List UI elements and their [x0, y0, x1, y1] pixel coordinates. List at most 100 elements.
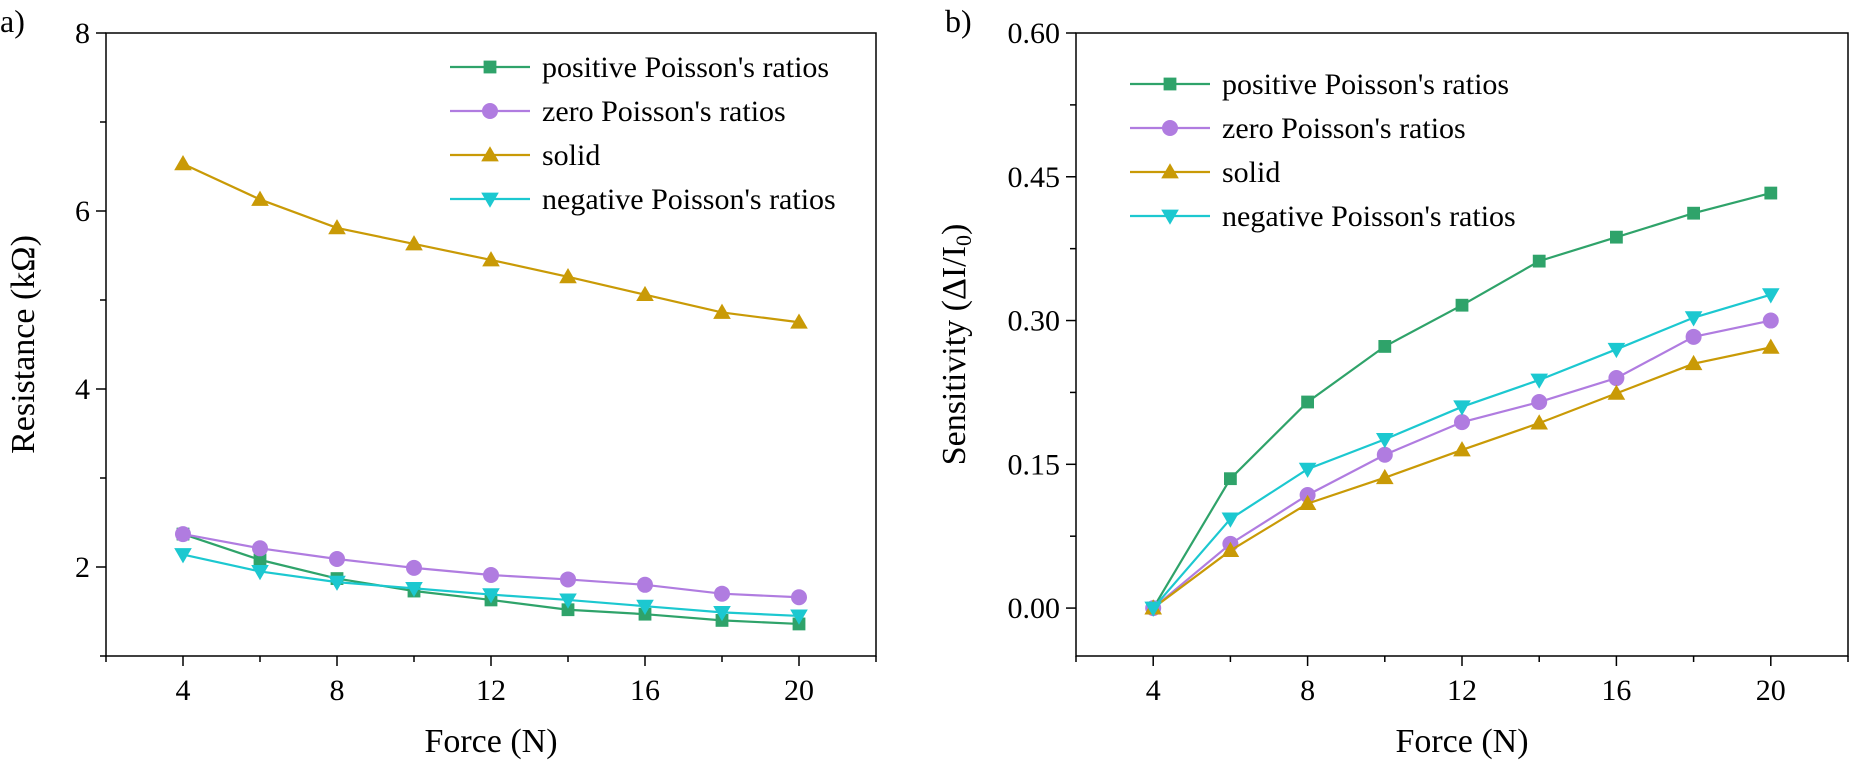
- y-tick-label: 0.15: [1008, 448, 1061, 481]
- data-point: [1298, 494, 1317, 511]
- data-point: [713, 605, 731, 622]
- data-point: [561, 603, 575, 617]
- chart-panel-1: 4 8 12 16 20 0.00 0.15 0.30 0.45 0.60 b) Force (N) S…: [936, 3, 1849, 760]
- data-point: [1607, 384, 1626, 400]
- data-point: [1298, 462, 1317, 478]
- series-3: [1144, 288, 1780, 617]
- legend-label: solid: [542, 139, 600, 172]
- data-point: [791, 589, 807, 606]
- panel-label: a): [0, 3, 25, 39]
- x-tick-label: 4: [1146, 674, 1161, 707]
- series-2: [1144, 338, 1780, 615]
- data-point: [1453, 441, 1471, 457]
- data-point: [559, 268, 577, 284]
- legend-entry: positive Poisson's ratios: [450, 51, 829, 84]
- data-point: [483, 567, 499, 584]
- legend-entry: solid: [450, 139, 600, 172]
- data-point: [1530, 414, 1548, 430]
- data-point: [328, 575, 346, 591]
- x-axis-label: Force (N): [424, 723, 557, 760]
- data-point: [482, 588, 500, 604]
- data-point: [1684, 354, 1703, 371]
- legend-marker: [482, 103, 498, 119]
- y-tick-label: 0.60: [1008, 17, 1061, 50]
- data-point: [637, 576, 653, 593]
- y-tick-label: 8: [75, 17, 90, 50]
- data-point: [1301, 395, 1314, 409]
- x-tick-label: 20: [1756, 674, 1786, 707]
- data-point: [1684, 311, 1703, 327]
- data-point: [714, 585, 730, 602]
- data-point: [1530, 373, 1548, 389]
- legend-entry: negative Poisson's ratios: [450, 183, 836, 216]
- data-point: [406, 559, 422, 576]
- data-point: [790, 609, 808, 625]
- series-1: [1145, 312, 1779, 617]
- data-point: [636, 285, 654, 302]
- series-line: [182, 532, 800, 599]
- legend-marker: [481, 146, 499, 162]
- series-line: [1152, 346, 1772, 609]
- data-point: [405, 581, 423, 598]
- data-point: [405, 235, 423, 251]
- data-point: [1376, 432, 1394, 449]
- legend-marker: [1163, 77, 1177, 91]
- legend-entry: negative Poisson's ratios: [1130, 200, 1516, 233]
- y-axis-label: Resistance (kΩ): [5, 235, 42, 454]
- data-point: [1376, 446, 1393, 463]
- data-point: [1221, 541, 1240, 557]
- data-point: [1224, 472, 1237, 486]
- y-axis-label: Sensitivity (ΔI/I0): [936, 224, 976, 466]
- data-point: [1685, 328, 1702, 345]
- data-point: [1608, 370, 1625, 387]
- legend-entry: positive Poisson's ratios: [1130, 68, 1509, 101]
- data-point: [559, 593, 577, 609]
- y-axis-label-main: Resistance (kΩ): [5, 235, 42, 454]
- data-point: [636, 599, 654, 615]
- data-point: [1764, 186, 1778, 200]
- data-point: [1144, 601, 1162, 617]
- data-point: [1610, 230, 1623, 244]
- data-point: [560, 571, 576, 588]
- data-point: [1762, 288, 1780, 304]
- data-point: [174, 548, 192, 564]
- x-tick-label: 12: [1447, 674, 1477, 707]
- y-axis-label-main: Sensitivity (ΔI/I: [936, 246, 973, 465]
- x-tick-label: 4: [176, 674, 191, 707]
- data-point: [329, 550, 345, 567]
- y-tick-label: 6: [75, 195, 90, 228]
- x-tick-label: 8: [330, 674, 345, 707]
- legend-label: negative Poisson's ratios: [1222, 200, 1516, 233]
- series-3: [174, 548, 808, 625]
- legend-label: solid: [1222, 156, 1280, 189]
- y-axis-label-subscript: 0: [951, 235, 976, 246]
- data-point: [252, 540, 268, 557]
- data-point: [253, 553, 267, 567]
- legend-label: negative Poisson's ratios: [542, 183, 836, 216]
- panel-label: b): [945, 3, 972, 39]
- y-tick-label: 2: [75, 551, 90, 584]
- data-point: [482, 251, 500, 267]
- data-point: [713, 303, 731, 319]
- data-point: [1378, 340, 1392, 353]
- data-point: [1762, 312, 1779, 329]
- y-tick-label: 0.00: [1008, 592, 1061, 625]
- legend-entry: zero Poisson's ratios: [450, 95, 786, 128]
- legend-label: zero Poisson's ratios: [1222, 112, 1466, 145]
- data-point: [1453, 400, 1471, 416]
- y-tick-label: 0.30: [1008, 305, 1061, 338]
- data-point: [1531, 394, 1548, 411]
- data-point: [174, 155, 192, 171]
- data-point: [1221, 512, 1240, 528]
- series-1: [175, 526, 807, 606]
- data-point: [1454, 414, 1470, 431]
- legend-marker: [1161, 209, 1179, 225]
- legend-marker: [481, 192, 499, 208]
- x-tick-label: 8: [1300, 674, 1315, 707]
- data-point: [790, 313, 808, 329]
- legend-label: zero Poisson's ratios: [542, 95, 786, 128]
- data-point: [1762, 338, 1780, 354]
- legend-marker: [1162, 120, 1178, 136]
